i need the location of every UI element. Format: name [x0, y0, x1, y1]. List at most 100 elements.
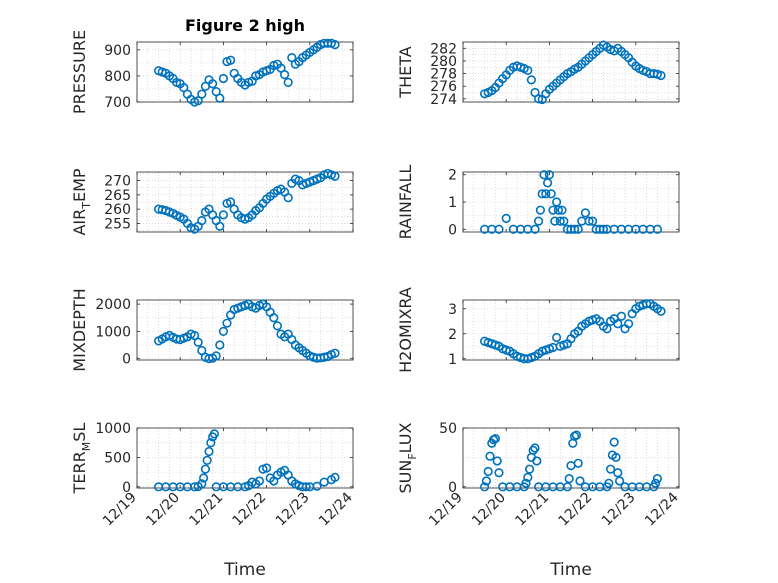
y-axis-label: AIRTEMP: [70, 168, 93, 235]
panel-terr_msl: 0 500 1000 12/19 12/20 12/21 12/22 12/23 12/24 TE…: [70, 421, 356, 580]
data-point: [226, 55, 236, 65]
data-point: [218, 326, 228, 336]
y-axis-label-sub: T: [80, 202, 93, 210]
data-point: [272, 321, 283, 331]
panel-mixdepth: 0 1000 2000 MIXDEPTH: [70, 288, 354, 372]
data-point: [283, 193, 293, 203]
y-tick-label: 0: [448, 480, 457, 496]
data-point: [598, 224, 609, 234]
panel-pressure: 700 800 900 PRESSURE Figure 2 high: [70, 16, 354, 114]
data-point: [494, 468, 504, 478]
data-point: [211, 351, 221, 361]
data-point: [197, 215, 207, 226]
data-point: [652, 224, 663, 234]
data-point: [573, 458, 583, 468]
series-markers: [480, 40, 666, 105]
x-tick-label: 12/23: [273, 490, 313, 530]
y-axis-label-main: MIXDEPTH: [70, 288, 89, 371]
grid-lines: [463, 300, 679, 360]
y-axis-label: RAINFALL: [396, 165, 415, 240]
data-point: [330, 348, 340, 358]
data-point: [575, 476, 585, 486]
data-point: [226, 197, 236, 207]
data-point: [602, 324, 612, 334]
data-point: [656, 70, 666, 81]
data-point: [530, 443, 540, 453]
data-point: [650, 478, 661, 488]
data-point: [312, 481, 322, 491]
data-point: [580, 208, 591, 218]
data-point: [551, 332, 562, 343]
x-tick-label: 12/23: [599, 490, 639, 530]
y-axis-label-suffix: LUX: [396, 422, 415, 453]
series-markers: [480, 430, 663, 492]
y-tick-label: 500: [104, 450, 131, 466]
data-point: [197, 479, 207, 489]
y-tick-label: 282: [430, 41, 457, 57]
y-tick-label: 274: [430, 92, 457, 108]
data-point: [215, 221, 225, 231]
y-axis-label-main: H2OMIXRA: [396, 287, 415, 373]
data-point: [546, 189, 556, 199]
y-axis-label: TERRMSL: [70, 423, 93, 495]
data-point: [283, 77, 293, 88]
y-tick-label: 276: [430, 79, 457, 95]
data-point: [652, 473, 663, 484]
y-tick-label: 0: [122, 480, 131, 496]
data-point: [501, 213, 511, 223]
y-axis-label-sub: M: [80, 442, 93, 452]
data-point: [200, 464, 210, 474]
y-tick-label: 1: [448, 352, 457, 368]
y-axis-label-main: RAINFALL: [396, 165, 415, 240]
grid-lines: [137, 428, 353, 488]
data-point: [539, 170, 549, 180]
y-axis-label: H2OMIXRA: [396, 287, 415, 373]
x-tick-label: 12/21: [512, 490, 552, 530]
y-tick-label: 900: [104, 43, 131, 59]
y-tick-label: 2: [448, 327, 457, 343]
data-point: [208, 79, 218, 89]
series-markers: [154, 168, 340, 234]
data-point: [480, 482, 490, 492]
data-point: [262, 463, 272, 473]
data-point: [562, 482, 573, 492]
data-point: [604, 478, 614, 488]
x-tick-label: 12/19: [426, 490, 466, 530]
data-point: [587, 216, 598, 226]
data-point: [542, 178, 553, 188]
y-axis-label-main: SUN: [396, 460, 415, 494]
y-tick-label: 1000: [95, 324, 131, 340]
data-point: [616, 311, 627, 321]
y-tick-label: 2: [448, 168, 457, 184]
grid-lines: [463, 172, 679, 232]
panel-h2omixra: 1 2 3 H2OMIXRA: [396, 287, 680, 373]
data-point: [532, 456, 542, 466]
panel-rainfall: 0 1 2 RAINFALL: [396, 165, 680, 240]
data-point: [548, 205, 558, 215]
data-point: [494, 224, 504, 234]
data-point: [269, 313, 279, 323]
y-axis-label-main: PRESSURE: [70, 30, 89, 114]
data-point: [523, 472, 533, 483]
y-tick-label: 0: [122, 352, 131, 368]
x-tick-label: 12/21: [186, 490, 226, 530]
y-tick-label: 800: [104, 69, 131, 85]
data-point: [530, 224, 540, 234]
x-tick-label: 12/24: [642, 489, 682, 529]
y-tick-label: 50: [439, 421, 457, 437]
data-point: [199, 473, 209, 483]
axes-frame: [462, 41, 680, 103]
data-point: [528, 445, 538, 455]
data-point: [204, 446, 214, 457]
y-axis-label-main: THETA: [396, 46, 415, 98]
grid-lines: [137, 300, 353, 360]
data-point: [193, 337, 203, 347]
data-point: [573, 224, 583, 234]
y-tick-label: 2000: [95, 297, 131, 313]
data-point: [254, 476, 264, 486]
data-point: [584, 216, 594, 226]
data-point: [492, 456, 502, 466]
data-point: [555, 216, 565, 226]
